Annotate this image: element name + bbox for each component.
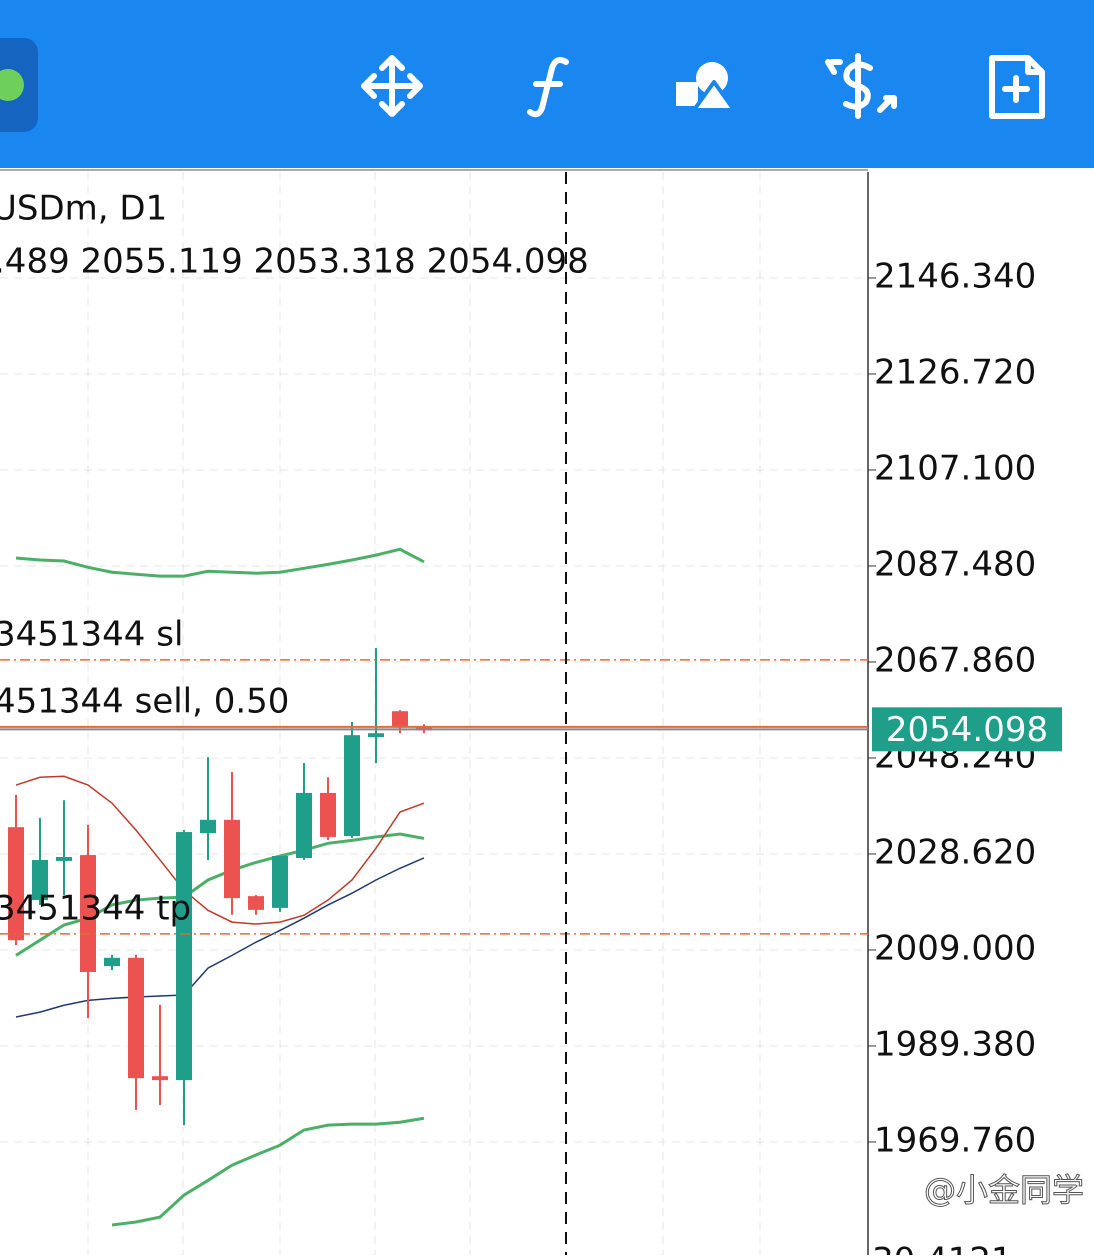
candle-body (152, 1076, 168, 1081)
candle-body (32, 859, 48, 901)
order-label: 3451344 sl (0, 614, 183, 654)
price-tick-label: 2146.340 (874, 256, 1036, 296)
candle-body (248, 896, 264, 910)
app-icon-globe (0, 69, 24, 101)
price-tick-label: 1989.380 (874, 1024, 1036, 1064)
ohlc-label: .489 2055.119 2053.318 2054.098 (0, 242, 589, 282)
new-order-button[interactable] (989, 55, 1045, 119)
price-tick-label: 2028.620 (874, 832, 1036, 872)
indicator-line (15, 547, 425, 578)
candle-body (368, 733, 384, 738)
price-tick-label: 2126.720 (874, 352, 1036, 392)
indicator-line (15, 857, 425, 1018)
bottom-label: 30.4121 (872, 1241, 1013, 1256)
candle-body (80, 855, 96, 972)
candle-body (296, 792, 312, 858)
candle-body (128, 957, 144, 1079)
symbol-label: USDm, D1 (0, 189, 167, 229)
trade-button[interactable] (825, 53, 897, 119)
indicators-button[interactable] (527, 57, 569, 118)
candle-body (176, 832, 192, 1081)
candle-body (320, 792, 336, 837)
candle-body (272, 856, 288, 908)
price-tick-label: 2107.100 (874, 448, 1036, 488)
move-button[interactable] (361, 55, 423, 117)
indicator-line (111, 1116, 425, 1227)
candle-body (224, 819, 240, 899)
price-tag (872, 707, 1062, 752)
price-tick-label: 2009.000 (874, 928, 1036, 968)
price-tick-label: 2087.480 (874, 544, 1036, 584)
objects-button[interactable] (676, 62, 736, 112)
price-tick-label: 1969.760 (874, 1120, 1036, 1160)
order-label: 451344 sell, 0.50 (0, 681, 289, 721)
indicator-line (15, 775, 425, 925)
order-label: 3451344 tp (0, 888, 191, 928)
candle-body (392, 711, 408, 727)
candle-body (344, 735, 360, 836)
candle-body (200, 819, 216, 834)
price-tag-label: 2054.098 (886, 710, 1048, 750)
candle-body (8, 827, 24, 941)
candle-body (56, 857, 72, 861)
candle-body (104, 957, 120, 967)
watermark: @小金同学 (924, 1171, 1084, 1209)
price-tick-label: 2067.860 (874, 640, 1036, 680)
